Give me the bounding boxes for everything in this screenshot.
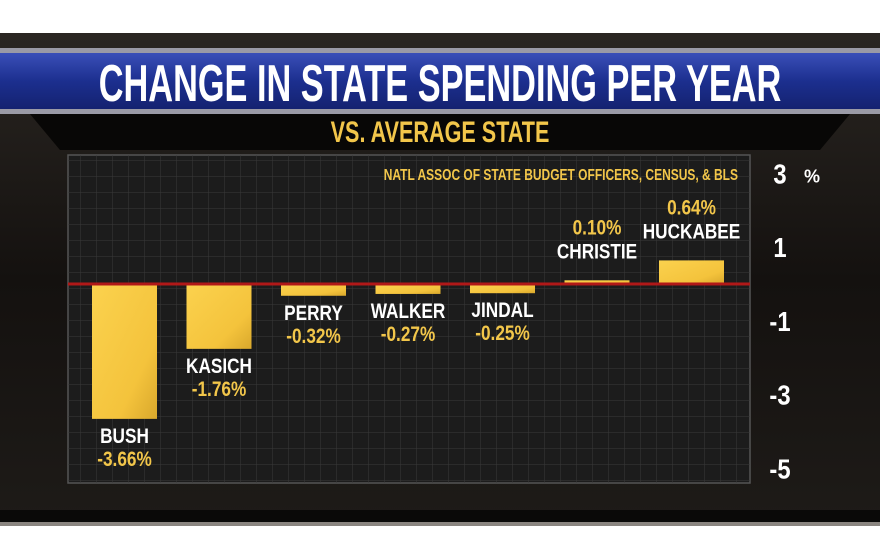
chart-title: CHANGE IN STATE SPENDING PER YEAR <box>99 55 782 113</box>
y-tick-label: -3 <box>769 379 790 411</box>
bar-name-label: WALKER <box>371 300 446 323</box>
bar-jindal <box>470 283 535 294</box>
bar-value-label: -0.27% <box>381 323 436 346</box>
bar-name-label: BUSH <box>100 425 149 448</box>
bar-value-label: 0.64% <box>667 197 716 220</box>
bar-perry <box>281 283 346 296</box>
bar-bush <box>92 283 157 419</box>
bar-huckabee <box>659 260 724 284</box>
bar-value-label: -0.32% <box>286 325 341 348</box>
y-tick-label: 3 <box>773 158 786 190</box>
grid <box>68 155 750 483</box>
bar-value-label: -0.25% <box>475 323 530 346</box>
y-tick-label: -5 <box>769 452 790 484</box>
bar-kasich <box>186 283 252 349</box>
subtitle-plate <box>30 114 850 150</box>
bar-christie <box>564 280 630 284</box>
zero-baseline <box>68 282 750 286</box>
bar-walker <box>375 283 441 294</box>
bar-name-label: PERRY <box>284 302 343 325</box>
title-banner <box>0 53 880 109</box>
chart-subtitle: VS. AVERAGE STATE <box>331 114 550 148</box>
bar-name-label: KASICH <box>186 355 252 378</box>
y-tick-label: 1 <box>773 231 786 263</box>
bar-value-label: -3.66% <box>97 448 152 471</box>
bar-value-label: -1.76% <box>192 378 247 401</box>
bar-name-label: JINDAL <box>471 300 533 323</box>
y-unit-label: % <box>804 166 820 186</box>
source-note: NATL ASSOC OF STATE BUDGET OFFICERS, CEN… <box>384 165 738 183</box>
bar-value-label: 0.10% <box>573 217 622 240</box>
bar-name-label: HUCKABEE <box>643 221 741 244</box>
bar-name-label: CHRISTIE <box>557 241 637 264</box>
y-tick-label: -1 <box>769 305 790 337</box>
